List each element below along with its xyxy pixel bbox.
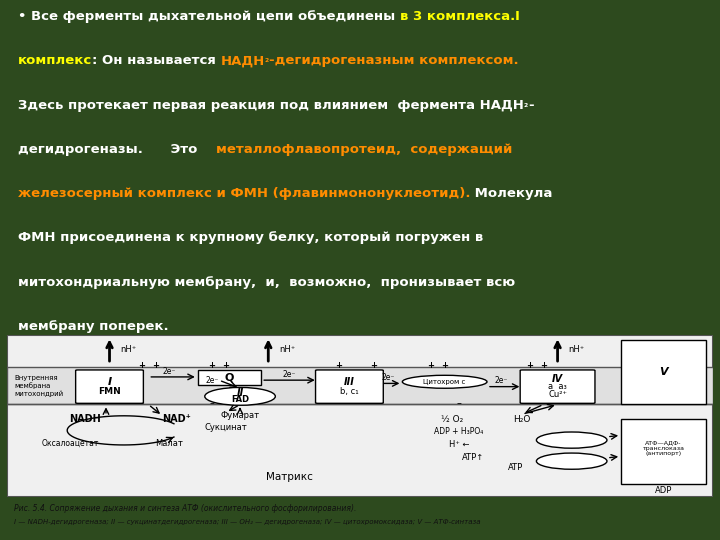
FancyBboxPatch shape	[520, 370, 595, 403]
Text: -дегидрогеназным комплексом.: -дегидрогеназным комплексом.	[269, 55, 519, 68]
Text: nH⁺: nH⁺	[279, 345, 295, 354]
Text: V: V	[659, 367, 667, 377]
Text: железосерный комплекс и ФМН (флавинмононуклеотид).: железосерный комплекс и ФМН (флавинмонон…	[18, 187, 470, 200]
Text: Малат: Малат	[156, 439, 184, 448]
Text: ½ O₂: ½ O₂	[441, 415, 463, 423]
Bar	[621, 419, 706, 484]
Text: Q: Q	[225, 373, 234, 383]
Text: Матрикс: Матрикс	[266, 472, 313, 482]
Text: b, c₁: b, c₁	[340, 387, 359, 396]
Text: I: I	[107, 377, 112, 387]
Text: –: –	[139, 398, 144, 408]
Text: : Он называется: : Он называется	[92, 55, 220, 68]
Text: +: +	[371, 361, 377, 370]
Text: I — NADH-дегидрогеназа; II — сукцинатдегидрогеназа; III — OH₂ — дегидрогеназа; I: I — NADH-дегидрогеназа; II — сукцинатдег…	[14, 519, 481, 525]
Text: FMN: FMN	[98, 387, 121, 396]
Text: 2e⁻: 2e⁻	[382, 373, 395, 382]
Text: III: III	[344, 377, 355, 387]
Text: +: +	[540, 361, 547, 370]
Text: Оксалоацетат: Оксалоацетат	[42, 439, 99, 448]
Text: H₂O: H₂O	[513, 415, 531, 423]
Text: H⁺ ←: H⁺ ←	[449, 441, 469, 449]
Text: +: +	[152, 361, 159, 370]
Bar	[621, 340, 706, 404]
Text: ФМН присоединена к крупному белку, который погружен в: ФМН присоединена к крупному белку, котор…	[18, 231, 483, 244]
Text: 2e⁻: 2e⁻	[283, 370, 296, 379]
Text: Сукцинат: Сукцинат	[204, 423, 247, 431]
Text: nH⁺: nH⁺	[120, 345, 136, 354]
Text: nH⁺: nH⁺	[568, 345, 585, 354]
Text: a  a₃: a a₃	[548, 382, 567, 391]
FancyBboxPatch shape	[76, 370, 143, 403]
Text: –: –	[456, 398, 462, 408]
Text: Внутренняя
мембрана
митохондрий: Внутренняя мембрана митохондрий	[14, 375, 63, 396]
Text: ATP↑: ATP↑	[462, 454, 484, 462]
Text: 2e⁻: 2e⁻	[205, 376, 218, 386]
Text: +: +	[441, 361, 448, 370]
Text: 2e⁻: 2e⁻	[163, 367, 176, 376]
Text: Здесь протекает первая реакция под влиянием  фермента НАДН: Здесь протекает первая реакция под влиян…	[18, 99, 523, 112]
Text: I: I	[515, 10, 520, 23]
Text: митохондриальную мембрану,  и,  возможно,  пронизывает всю: митохондриальную мембрану, и, возможно, …	[18, 275, 515, 288]
Text: 2e⁻: 2e⁻	[495, 376, 508, 386]
Text: +: +	[427, 361, 434, 370]
Text: АТФ—АДФ-
транслоказа
(антипорт): АТФ—АДФ- транслоказа (антипорт)	[642, 440, 685, 456]
Text: +: +	[526, 361, 533, 370]
Text: +: +	[222, 361, 230, 370]
Text: Рис. 5.4. Сопряжение дыхания и синтеза АТФ (окислительного фосфорилирования).: Рис. 5.4. Сопряжение дыхания и синтеза А…	[14, 504, 356, 514]
Text: Цитохром с: Цитохром с	[423, 379, 466, 385]
Text: Cu²⁺: Cu²⁺	[548, 390, 567, 399]
Text: II: II	[236, 388, 243, 398]
Text: комплекс: комплекс	[18, 55, 92, 68]
Text: IV: IV	[552, 374, 563, 383]
FancyBboxPatch shape	[315, 370, 383, 403]
Text: NADH: NADH	[69, 414, 101, 424]
Ellipse shape	[204, 388, 275, 405]
Bar	[198, 370, 261, 385]
Text: в 3 комплекса.: в 3 комплекса.	[400, 10, 515, 23]
Text: • Все ферменты дыхательной цепи объединены: • Все ферменты дыхательной цепи объедине…	[18, 10, 400, 23]
Text: +: +	[208, 361, 215, 370]
Ellipse shape	[402, 375, 487, 388]
Text: Фумарат: Фумарат	[220, 411, 260, 420]
Text: ₂: ₂	[523, 99, 528, 109]
Text: -: -	[528, 99, 534, 112]
Text: ATP: ATP	[508, 463, 523, 472]
Text: металлофлавопротеид,  содержащий: металлофлавопротеид, содержащий	[216, 143, 512, 156]
Text: Молекула: Молекула	[470, 187, 553, 200]
Text: –: –	[210, 398, 215, 408]
Text: ₂: ₂	[265, 55, 269, 64]
Text: +: +	[336, 361, 342, 370]
Text: ADP + H₃PO₄: ADP + H₃PO₄	[434, 428, 483, 436]
Bar	[7, 367, 713, 404]
Text: +: +	[138, 361, 145, 370]
Text: мембрану поперек.: мембрану поперек.	[18, 320, 168, 333]
Text: дегидрогеназы.      Это: дегидрогеназы. Это	[18, 143, 216, 156]
Circle shape	[536, 453, 607, 469]
Circle shape	[536, 432, 607, 448]
Text: ADP: ADP	[654, 486, 672, 495]
Text: –: –	[336, 398, 341, 408]
Text: FAD: FAD	[231, 395, 249, 404]
Text: NAD⁺: NAD⁺	[162, 414, 191, 424]
Text: НАДН: НАДН	[220, 55, 265, 68]
